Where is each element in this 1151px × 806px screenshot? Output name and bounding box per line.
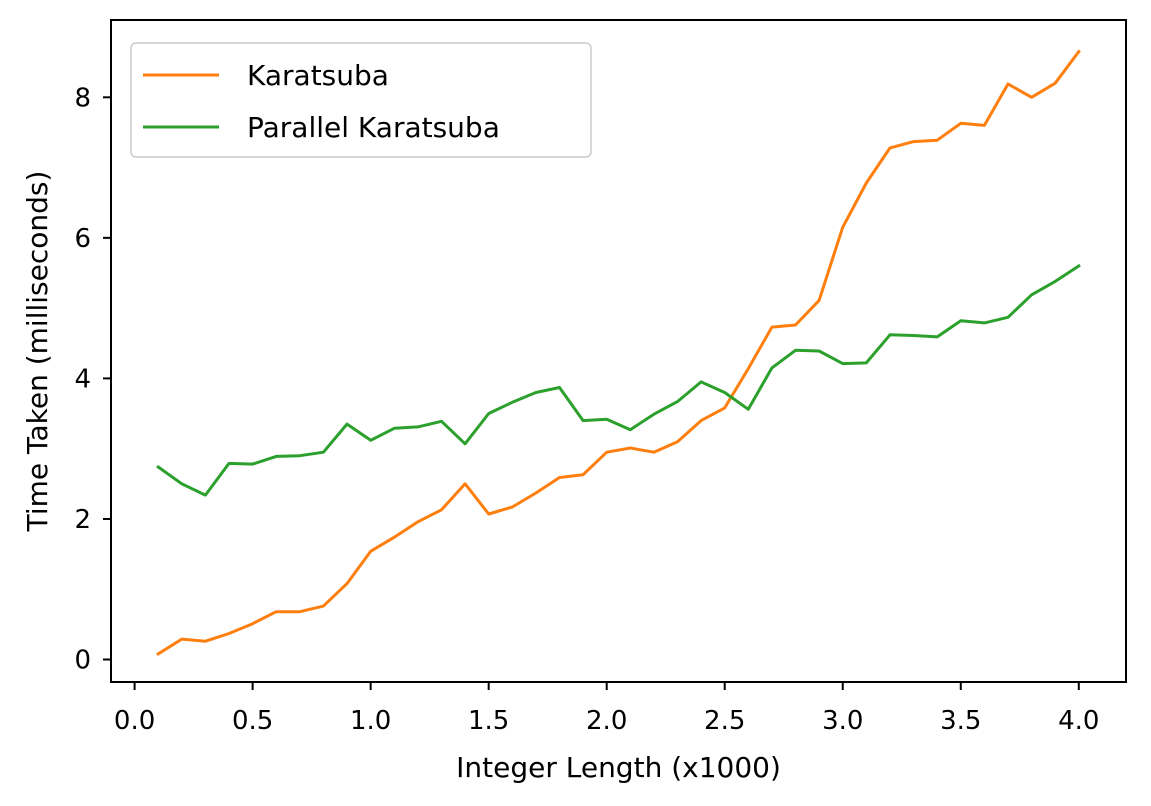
series-layer (156, 49, 1081, 656)
x-axis: 0.0 0.5 1.0 1.5 2.0 2.5 3.0 3.5 4.0 (114, 682, 1099, 736)
x-tick-label: 0.5 (232, 706, 273, 736)
x-tick-label: 2.5 (704, 706, 745, 736)
series-line-parallel-karatsuba (156, 263, 1081, 497)
x-tick-label: 1.5 (468, 706, 509, 736)
y-tick-label: 4 (74, 364, 91, 394)
legend-label-karatsuba: Karatsuba (247, 59, 389, 92)
x-tick-label: 0.0 (114, 706, 155, 736)
y-axis-label: Time Taken (milliseconds) (21, 171, 54, 533)
y-tick-label: 8 (74, 83, 91, 113)
legend: Karatsuba Parallel Karatsuba (130, 42, 592, 158)
y-tick-label: 2 (74, 505, 91, 535)
plot-frame (110, 19, 1127, 683)
legend-label-parallel-karatsuba: Parallel Karatsuba (247, 111, 500, 144)
legend-box (130, 42, 592, 158)
x-tick-label: 3.5 (940, 706, 981, 736)
y-tick-label: 0 (74, 646, 91, 676)
y-axis: 0 2 4 6 8 (74, 83, 111, 676)
x-tick-label: 2.0 (586, 706, 627, 736)
x-tick-label: 1.0 (350, 706, 391, 736)
x-axis-label: Integer Length (x1000) (456, 751, 781, 784)
y-tick-label: 6 (74, 224, 91, 254)
x-tick-label: 4.0 (1058, 706, 1099, 736)
x-tick-label: 3.0 (822, 706, 863, 736)
series-line-karatsuba (156, 49, 1081, 656)
